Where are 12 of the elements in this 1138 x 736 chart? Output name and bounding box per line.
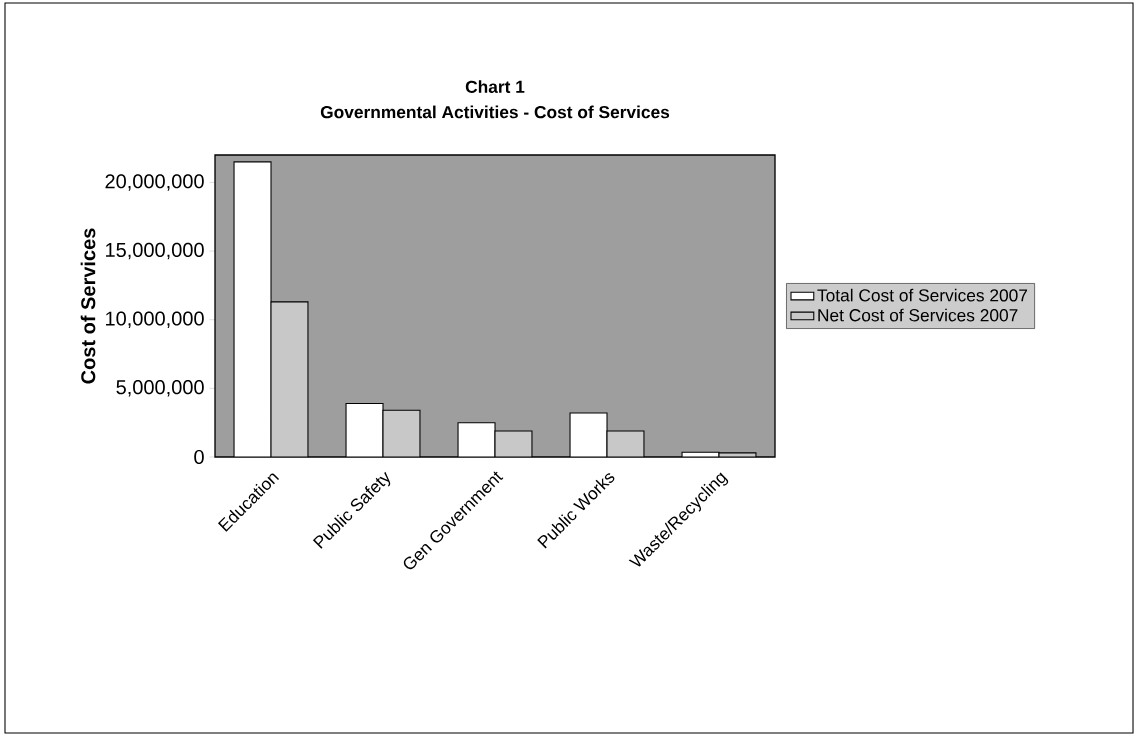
y-tick-label: 10,000,000 [106,311,204,328]
chart-subtitle: Governmental Activities - Cost of Services [320,105,670,119]
y-tick-label: 0 [194,449,204,465]
chart-title: Chart 1 [465,80,525,93]
y-tick-label: 15,000,000 [106,242,204,260]
y-tick-label: 20,000,000 [105,174,204,191]
legend-label: Total Cost of Services 2007 [817,288,1028,302]
y-axis-title: Cost of Services [80,228,96,384]
legend-label: Net Cost of Services 2007 [818,308,1018,322]
bar [382,409,421,457]
y-tick-label: 5,000,000 [116,380,204,397]
bar [270,301,309,457]
